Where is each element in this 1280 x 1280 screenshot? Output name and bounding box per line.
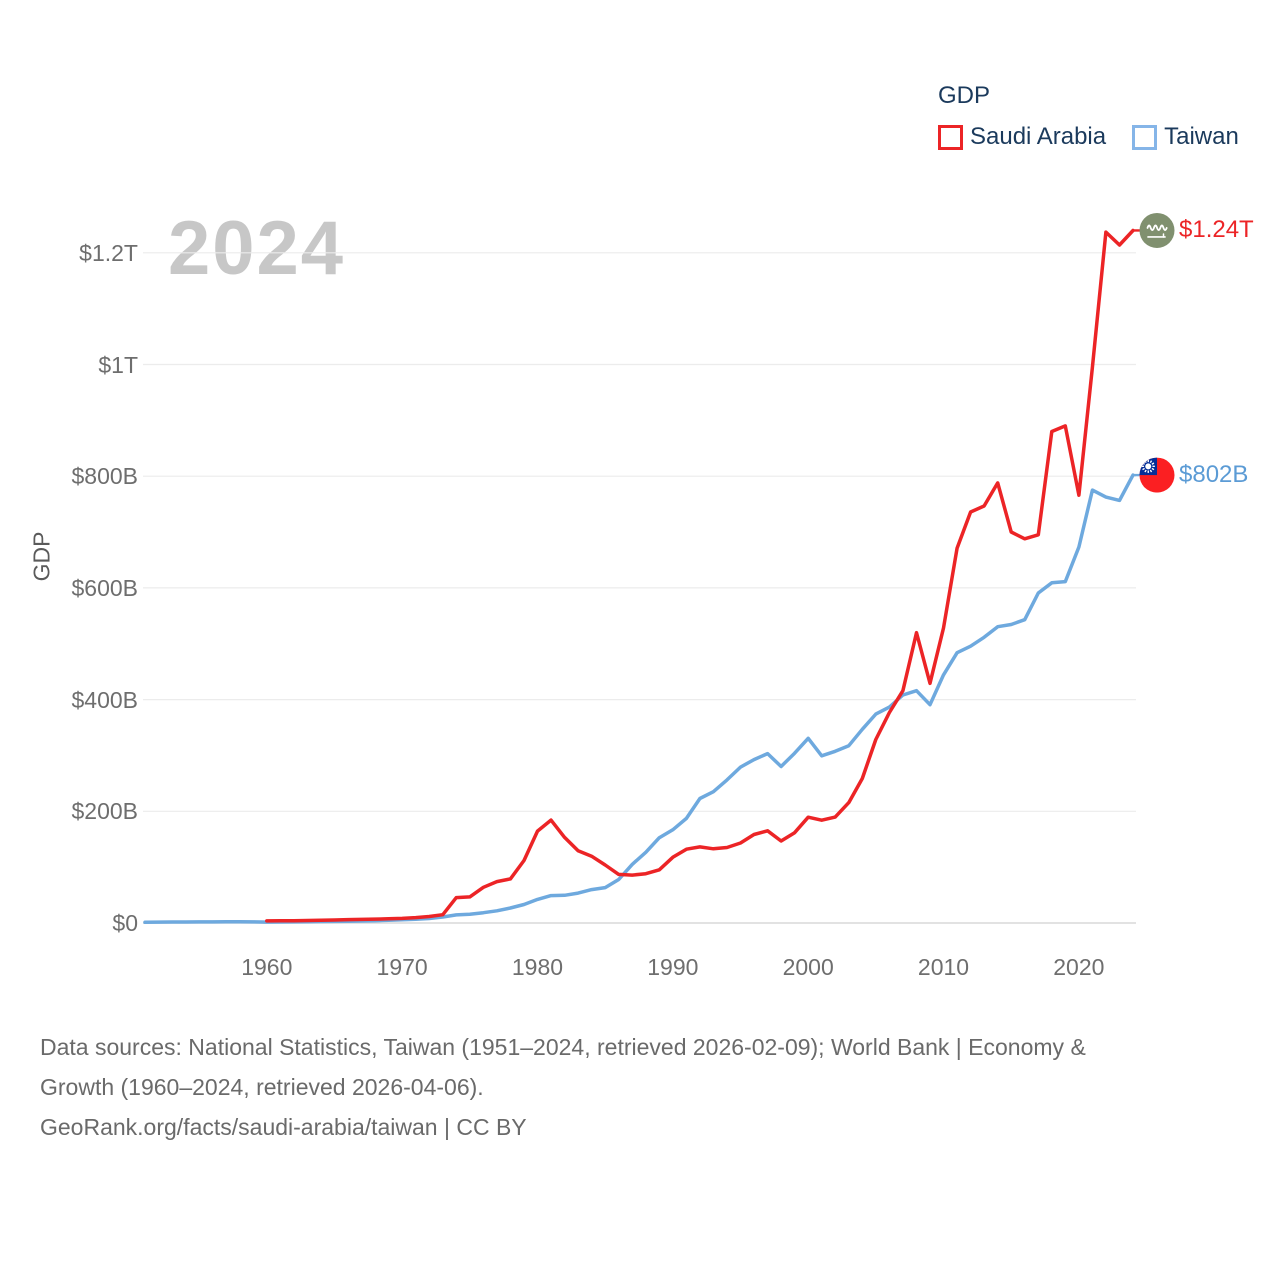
watermark-year: 2024 — [168, 206, 346, 291]
x-tick-label: 2010 — [917, 954, 970, 980]
x-tick-label: 1990 — [647, 954, 699, 980]
legend-label-taiwan: Taiwan — [1164, 123, 1239, 150]
taiwan-swatch-icon — [1132, 124, 1158, 150]
legend-title: GDP — [938, 82, 991, 109]
legend-items: Saudi Arabia Taiwan — [938, 123, 1239, 151]
data-sources-line-1: Data sources: National Statistics, Taiwa… — [40, 1034, 1086, 1060]
x-tick-label: 2000 — [782, 954, 834, 980]
x-tick-label: 1980 — [511, 954, 564, 980]
attribution-link[interactable]: GeoRank.org/facts/saudi-arabia/taiwan | … — [40, 1114, 527, 1140]
saudi-arabia-flag-icon — [1139, 212, 1175, 248]
chart-footer: Data sources: National Statistics, Taiwa… — [40, 1027, 1086, 1147]
saudi-arabia-end-value-label: $1.24T — [1179, 216, 1254, 244]
legend-item-taiwan[interactable]: Taiwan — [1132, 123, 1239, 151]
legend: GDP Saudi Arabia Taiwan — [938, 82, 1239, 151]
taiwan-flag-icon — [1139, 457, 1175, 493]
x-tick-label: 1970 — [376, 954, 428, 980]
x-tick-label: 2020 — [1053, 954, 1105, 980]
y-tick-label: $1.2T — [79, 239, 138, 266]
data-sources-line-2: Growth (1960–2024, retrieved 2026-04-06)… — [40, 1074, 484, 1100]
y-tick-label: $600B — [71, 574, 138, 601]
y-tick-label: $200B — [71, 798, 138, 825]
y-tick-label: $800B — [71, 463, 138, 490]
y-tick-label: $0 — [112, 910, 138, 936]
y-tick-label: $400B — [71, 686, 138, 713]
saudi-arabia-line — [265, 228, 1135, 923]
x-tick-label: 1960 — [241, 954, 293, 980]
taiwan-end-value-label: $802B — [1179, 461, 1249, 489]
legend-item-saudi-arabia[interactable]: Saudi Arabia — [938, 123, 1106, 151]
legend-label-saudi-arabia: Saudi Arabia — [970, 123, 1107, 150]
taiwan-line — [143, 473, 1135, 925]
saudi-arabia-swatch-icon — [938, 124, 963, 150]
y-tick-label: $1T — [98, 351, 138, 378]
